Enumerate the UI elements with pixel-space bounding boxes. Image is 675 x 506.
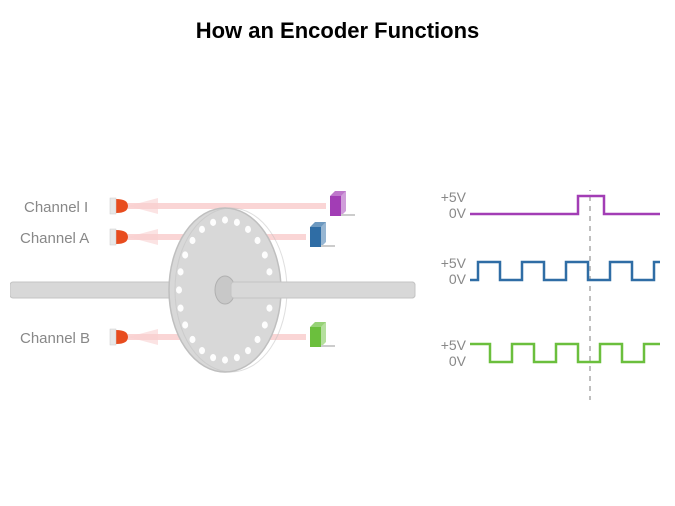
- channel-label-b: Channel B: [20, 330, 90, 347]
- waveform-svg: +5V0V+5V0V+5V0V: [430, 190, 665, 400]
- svg-text:0V: 0V: [449, 205, 467, 221]
- svg-text:0V: 0V: [449, 271, 467, 287]
- channel-label-a: Channel A: [20, 230, 89, 247]
- svg-text:+5V: +5V: [441, 190, 467, 205]
- svg-text:+5V: +5V: [441, 255, 467, 271]
- channel-label-i: Channel I: [24, 199, 88, 216]
- page-title: How an Encoder Functions: [0, 18, 675, 44]
- svg-text:+5V: +5V: [441, 337, 467, 353]
- waveform-area: +5V0V+5V0V+5V0V: [430, 190, 665, 400]
- encoder-diagram: Channel I Channel A Channel B: [10, 170, 420, 400]
- svg-text:0V: 0V: [449, 353, 467, 369]
